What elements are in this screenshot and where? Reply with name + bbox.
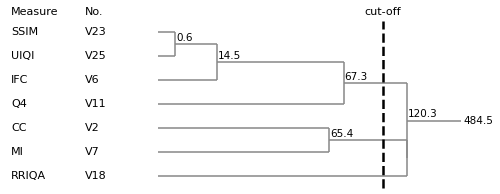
Text: V7: V7 [84, 147, 100, 157]
Text: cut-off: cut-off [364, 7, 401, 17]
Text: CC: CC [11, 123, 26, 133]
Text: 484.5: 484.5 [463, 116, 493, 126]
Text: V2: V2 [84, 123, 100, 133]
Text: 65.4: 65.4 [330, 129, 353, 139]
Text: 0.6: 0.6 [176, 33, 193, 43]
Text: V6: V6 [84, 75, 99, 85]
Text: RRIQA: RRIQA [11, 171, 47, 181]
Text: 120.3: 120.3 [408, 109, 438, 120]
Text: 14.5: 14.5 [218, 51, 241, 61]
Text: 67.3: 67.3 [344, 72, 368, 82]
Text: SSIM: SSIM [11, 28, 38, 37]
Text: MI: MI [11, 147, 24, 157]
Text: Measure: Measure [11, 7, 58, 17]
Text: V18: V18 [84, 171, 106, 181]
Text: IFC: IFC [11, 75, 28, 85]
Text: Q4: Q4 [11, 99, 27, 109]
Text: V25: V25 [84, 51, 106, 61]
Text: No.: No. [84, 7, 103, 17]
Text: V23: V23 [84, 28, 106, 37]
Text: V11: V11 [84, 99, 106, 109]
Text: UIQI: UIQI [11, 51, 34, 61]
